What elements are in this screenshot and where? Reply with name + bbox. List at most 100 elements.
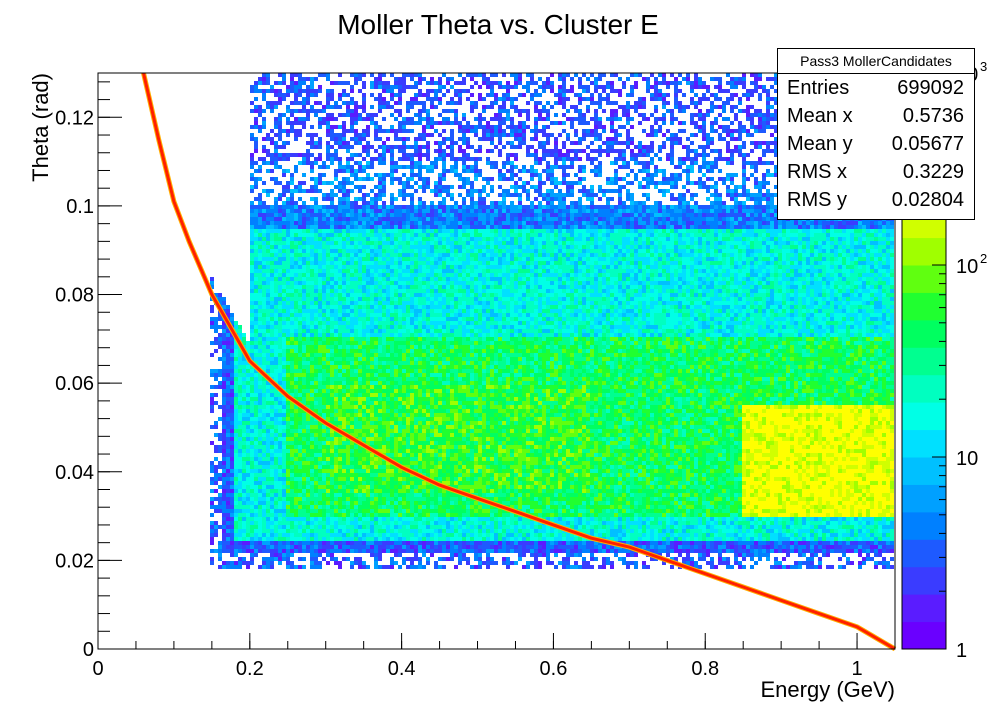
heatmap-cell — [342, 257, 346, 261]
heatmap-cell — [394, 405, 398, 409]
heatmap-cell — [318, 125, 322, 129]
heatmap-cell — [358, 269, 362, 273]
heatmap-cell — [310, 513, 314, 517]
heatmap-cell — [334, 153, 338, 157]
heatmap-cell — [330, 125, 334, 129]
heatmap-cell — [410, 249, 414, 253]
heatmap-cell — [250, 213, 254, 217]
heatmap-cell — [262, 233, 266, 237]
heatmap-cell — [342, 185, 346, 189]
heatmap-cell — [378, 177, 382, 181]
heatmap-cell — [318, 365, 322, 369]
heatmap-cell — [366, 293, 370, 297]
heatmap-cell — [358, 257, 362, 261]
heatmap-cell — [242, 373, 246, 377]
heatmap-cell — [286, 281, 290, 285]
heatmap-cell — [406, 333, 410, 337]
heatmap-cell — [406, 117, 410, 121]
heatmap-cell — [398, 277, 402, 281]
heatmap-cell — [374, 265, 378, 269]
heatmap-cell — [250, 157, 254, 161]
heatmap-cell — [402, 77, 406, 81]
heatmap-cell — [358, 77, 362, 81]
heatmap-cell — [298, 297, 302, 301]
heatmap-cell — [386, 217, 390, 221]
heatmap-cell — [330, 233, 334, 237]
heatmap-cell — [358, 301, 362, 305]
heatmap-cell — [334, 105, 338, 109]
heatmap-cell — [210, 353, 214, 357]
heatmap-cell — [406, 389, 410, 393]
heatmap-cell — [282, 193, 286, 197]
heatmap-cell — [302, 505, 306, 509]
heatmap-cell — [278, 197, 282, 201]
heatmap-cell — [306, 257, 310, 261]
heatmap-cell — [274, 457, 278, 461]
heatmap-cell — [306, 509, 310, 513]
heatmap-cell — [270, 373, 274, 377]
heatmap-cell — [290, 321, 294, 325]
heatmap-cell — [326, 245, 330, 249]
heatmap-cell — [334, 453, 338, 457]
heatmap-cell — [342, 521, 346, 525]
heatmap-cell — [322, 257, 326, 261]
heatmap-cell — [370, 313, 374, 317]
heatmap-cell — [258, 357, 262, 361]
heatmap-cell — [406, 245, 410, 249]
heatmap-cell — [250, 253, 254, 257]
heatmap-cell — [298, 565, 302, 569]
heatmap-cell — [258, 169, 262, 173]
heatmap-cell — [266, 401, 270, 405]
heatmap-cell — [222, 473, 226, 477]
heatmap-cell — [294, 485, 298, 489]
heatmap-cell — [286, 541, 290, 545]
heatmap-cell — [398, 241, 402, 245]
heatmap-cell — [378, 293, 382, 297]
heatmap-cell — [370, 521, 374, 525]
heatmap-cell — [358, 529, 362, 533]
heatmap-cell — [250, 473, 254, 477]
heatmap-cell — [322, 277, 326, 281]
heatmap-cell — [350, 521, 354, 525]
heatmap-cell — [338, 277, 342, 281]
heatmap-cell — [230, 429, 234, 433]
heatmap-cell — [294, 445, 298, 449]
heatmap-cell — [286, 557, 290, 561]
heatmap-cell — [218, 333, 222, 337]
heatmap-cell — [342, 469, 346, 473]
heatmap-cell — [302, 257, 306, 261]
heatmap-cell — [406, 305, 410, 309]
heatmap-cell — [270, 289, 274, 293]
heatmap-cell — [270, 481, 274, 485]
heatmap-cell — [254, 489, 258, 493]
heatmap-cell — [322, 497, 326, 501]
heatmap-cell — [330, 469, 334, 473]
heatmap-cell — [234, 489, 238, 493]
heatmap-cell — [298, 181, 302, 185]
heatmap-cell — [354, 409, 358, 413]
heatmap-cell — [326, 97, 330, 101]
heatmap-cell — [330, 505, 334, 509]
heatmap-cell — [330, 93, 334, 97]
heatmap-cell — [298, 433, 302, 437]
heatmap-cell — [374, 545, 378, 549]
heatmap-cell — [366, 329, 370, 333]
heatmap-cell — [398, 565, 402, 569]
heatmap-cell — [270, 413, 274, 417]
heatmap-cell — [310, 297, 314, 301]
heatmap-cell — [390, 237, 394, 241]
heatmap-cell — [370, 377, 374, 381]
heatmap-cell — [362, 381, 366, 385]
heatmap-cell — [274, 449, 278, 453]
heatmap-cell — [254, 349, 258, 353]
heatmap-cell — [366, 429, 370, 433]
heatmap-cell — [250, 309, 254, 313]
heatmap-cell — [374, 393, 378, 397]
heatmap-cell — [314, 189, 318, 193]
heatmap-cell — [330, 501, 334, 505]
heatmap-cell — [330, 329, 334, 333]
heatmap-cell — [250, 505, 254, 509]
heatmap-cell — [410, 397, 414, 401]
heatmap-cell — [270, 389, 274, 393]
heatmap-cell — [318, 537, 322, 541]
